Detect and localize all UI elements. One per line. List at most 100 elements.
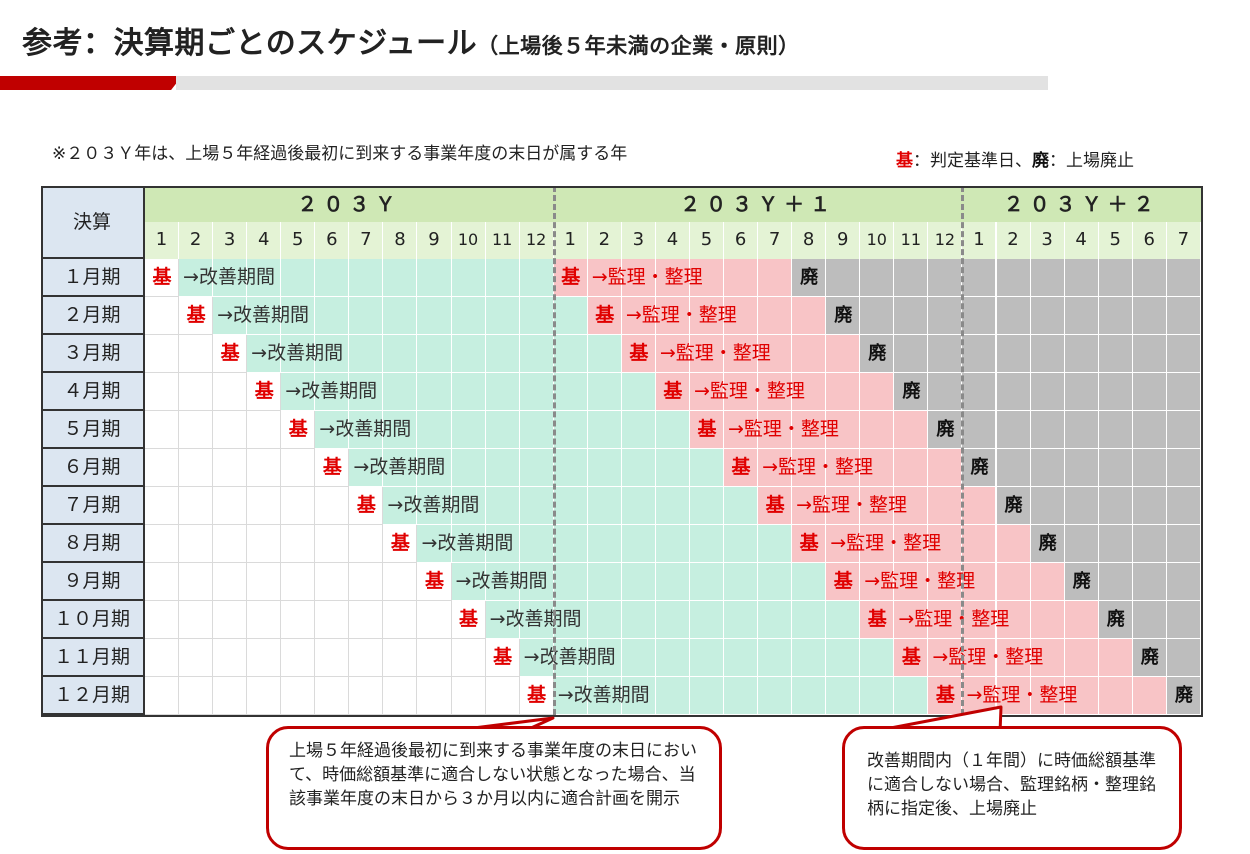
grid-cell	[1166, 411, 1201, 449]
grid-cell	[179, 563, 214, 601]
row-label: ４月期	[41, 373, 145, 411]
grid-cell	[1064, 563, 1099, 601]
grid-cell	[145, 601, 180, 639]
year-header: ２０３Ｙ	[145, 186, 554, 222]
grid-cell	[213, 373, 248, 411]
grid-cell	[145, 563, 180, 601]
grid-cell	[179, 259, 214, 297]
grid-cell	[519, 259, 554, 297]
year-header: ２０３Ｙ＋２	[962, 186, 1201, 222]
grid-cell	[655, 677, 690, 715]
grid-cell	[383, 677, 418, 715]
grid-cell	[894, 525, 929, 563]
month-header: 7	[758, 222, 793, 259]
kijun-mark: 基	[459, 608, 479, 630]
grid-cell	[145, 373, 180, 411]
grid-cell	[485, 563, 520, 601]
grid-cell	[621, 601, 656, 639]
grid-cell	[962, 335, 997, 373]
kijun-mark: 基	[731, 456, 751, 478]
grid-cell	[724, 411, 759, 449]
grid-cell	[179, 297, 214, 335]
grid-cell	[962, 601, 997, 639]
grid-cell	[349, 487, 384, 525]
grid-cell	[247, 411, 282, 449]
grid-cell	[826, 411, 861, 449]
kaizen-label: →改善期間	[319, 418, 412, 440]
grid-cell	[724, 525, 759, 563]
grid-cell	[1064, 639, 1099, 677]
legend-kijun-mark: 基	[896, 151, 913, 171]
row-label: ２月期	[41, 297, 145, 335]
kaizen-label: →改善期間	[421, 532, 514, 554]
grid-cell	[1166, 677, 1201, 715]
grid-cell	[485, 335, 520, 373]
grid-cell	[621, 335, 656, 373]
grid-cell	[1166, 449, 1201, 487]
kaizen-label: →改善期間	[557, 684, 650, 706]
grid-cell	[655, 563, 690, 601]
year-header: ２０３Ｙ＋１	[553, 186, 963, 222]
grid-cell	[417, 297, 452, 335]
grid-cell	[860, 677, 895, 715]
grid-cell	[621, 297, 656, 335]
grid-cell	[587, 373, 622, 411]
kanri-label: →監理・整理	[898, 608, 1010, 630]
grid-cell	[1132, 259, 1167, 297]
grid-cell	[996, 563, 1031, 601]
grid-cell	[553, 297, 588, 335]
haishi-mark: 廃	[1106, 609, 1125, 630]
haishi-mark: 廃	[1140, 647, 1159, 668]
kanri-label: →監理・整理	[966, 684, 1078, 706]
grid-cell	[655, 639, 690, 677]
grid-cell	[417, 639, 452, 677]
grid-cell	[1064, 373, 1099, 411]
row-label: ７月期	[41, 487, 145, 525]
grid-cell	[417, 525, 452, 563]
grid-cell	[349, 373, 384, 411]
grid-cell	[1132, 373, 1167, 411]
grid-cell	[758, 487, 793, 525]
grid-cell	[1166, 563, 1201, 601]
row-label: ５月期	[41, 411, 145, 449]
grid-cell	[689, 449, 724, 487]
row-label: １０月期	[41, 601, 145, 639]
kijun-mark: 基	[697, 418, 717, 440]
grid-cell	[315, 677, 350, 715]
grid-cell	[1098, 677, 1133, 715]
grid-cell	[724, 487, 759, 525]
kijun-mark: 基	[493, 646, 513, 668]
month-header: 3	[213, 222, 248, 259]
grid-cell	[519, 449, 554, 487]
row-label: １１月期	[41, 639, 145, 677]
grid-cell	[145, 639, 180, 677]
grid-cell	[996, 259, 1031, 297]
grid-cell	[894, 449, 929, 487]
grid-cell	[485, 373, 520, 411]
grid-cell	[894, 335, 929, 373]
grid-cell	[587, 259, 622, 297]
grid-cell	[179, 487, 214, 525]
grid-cell	[894, 677, 929, 715]
grid-cell	[689, 525, 724, 563]
grid-cell	[281, 525, 316, 563]
callout-right: 改善期間内（１年間）に時価総額基準に適合しない場合、監理銘柄・整理銘柄に指定後、…	[842, 726, 1182, 850]
kijun-mark: 基	[765, 494, 785, 516]
grid-cell	[145, 297, 180, 335]
grid-cell	[315, 487, 350, 525]
callout-right-text: 改善期間内（１年間）に時価総額基準に適合しない場合、監理銘柄・整理銘柄に指定後、…	[867, 751, 1156, 819]
grid-cell	[315, 335, 350, 373]
grid-cell	[826, 449, 861, 487]
kijun-mark: 基	[595, 304, 615, 326]
grid-cell	[1064, 449, 1099, 487]
grid-cell	[996, 449, 1031, 487]
grid-cell	[1030, 677, 1065, 715]
grid-cell	[758, 449, 793, 487]
grid-cell	[1132, 639, 1167, 677]
grid-cell	[1166, 373, 1201, 411]
month-header: 3	[621, 222, 656, 259]
grid-cell	[213, 411, 248, 449]
grid-cell	[485, 525, 520, 563]
kaizen-label: →改善期間	[353, 456, 446, 478]
